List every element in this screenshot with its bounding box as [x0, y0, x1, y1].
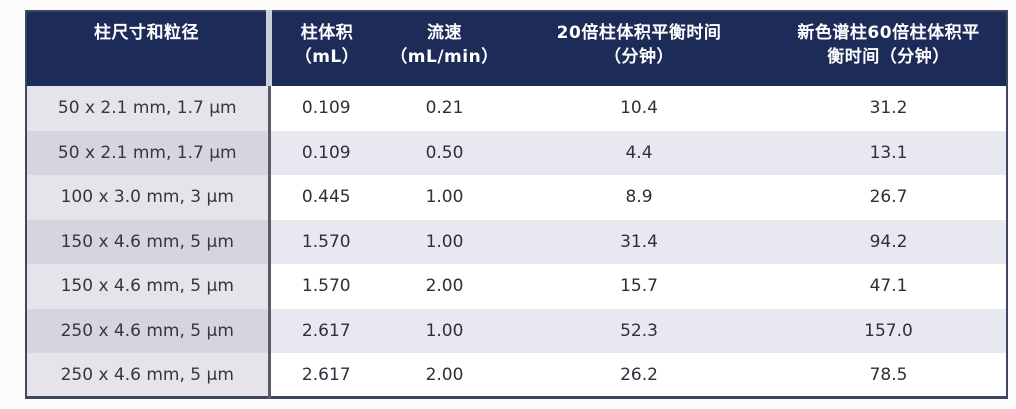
table-row: 50 x 2.1 mm, 1.7 µm 0.109 0.50 4.4 13.1 — [26, 130, 1007, 175]
cell-flow-rate: 1.00 — [382, 308, 507, 353]
cell-column-size: 150 x 4.6 mm, 5 µm — [26, 219, 271, 264]
cell-column-volume: 2.617 — [269, 308, 382, 353]
cell-flow-rate: 0.50 — [382, 130, 507, 175]
cell-column-size: 150 x 4.6 mm, 5 µm — [26, 264, 271, 309]
table-row: 150 x 4.6 mm, 5 µm 1.570 2.00 15.7 47.1 — [26, 264, 1007, 309]
cell-column-size: 250 x 4.6 mm, 5 µm — [26, 308, 271, 353]
cell-column-volume: 0.109 — [269, 86, 382, 131]
column-header-60x-equilibration-time: 新色谱柱60倍柱体积平 衡时间（分钟） — [771, 11, 1007, 86]
cell-60x-time: 94.2 — [771, 219, 1007, 264]
cell-column-size: 50 x 2.1 mm, 1.7 µm — [26, 86, 271, 131]
header-line: （分钟） — [604, 47, 674, 67]
header-line: 新色谱柱60倍柱体积平 — [797, 23, 980, 43]
table-row: 250 x 4.6 mm, 5 µm 2.617 2.00 26.2 78.5 — [26, 353, 1007, 398]
table-row: 100 x 3.0 mm, 3 µm 0.445 1.00 8.9 26.7 — [26, 175, 1007, 220]
cell-60x-time: 31.2 — [771, 86, 1007, 131]
cell-20x-time: 26.2 — [507, 353, 771, 398]
equilibration-table: 柱尺寸和粒径 柱体积 （mL） 流速 （mL/min） 20倍柱体积平衡时间 （… — [25, 10, 1008, 399]
cell-20x-time: 15.7 — [507, 264, 771, 309]
cell-20x-time: 31.4 — [507, 219, 771, 264]
cell-column-volume: 0.445 — [269, 175, 382, 220]
cell-20x-time: 52.3 — [507, 308, 771, 353]
header-line: 柱尺寸和粒径 — [94, 23, 199, 43]
header-line: （mL/min） — [390, 47, 499, 67]
cell-60x-time: 78.5 — [771, 353, 1007, 398]
header-row: 柱尺寸和粒径 柱体积 （mL） 流速 （mL/min） 20倍柱体积平衡时间 （… — [26, 11, 1007, 86]
header-line: 柱体积 — [300, 23, 354, 43]
cell-20x-time: 8.9 — [507, 175, 771, 220]
cell-column-size: 100 x 3.0 mm, 3 µm — [26, 175, 271, 220]
table-row: 150 x 4.6 mm, 5 µm 1.570 1.00 31.4 94.2 — [26, 219, 1007, 264]
cell-60x-time: 13.1 — [771, 130, 1007, 175]
header-line: （mL） — [294, 47, 360, 67]
cell-flow-rate: 0.21 — [382, 86, 507, 131]
cell-20x-time: 4.4 — [507, 130, 771, 175]
cell-column-volume: 1.570 — [269, 219, 382, 264]
cell-60x-time: 26.7 — [771, 175, 1007, 220]
equilibration-table-container: 柱尺寸和粒径 柱体积 （mL） 流速 （mL/min） 20倍柱体积平衡时间 （… — [25, 10, 1008, 399]
cell-column-size: 50 x 2.1 mm, 1.7 µm — [26, 130, 271, 175]
cell-column-volume: 1.570 — [269, 264, 382, 309]
cell-flow-rate: 1.00 — [382, 219, 507, 264]
header-line: 衡时间（分钟） — [827, 47, 950, 67]
cell-column-volume: 2.617 — [269, 353, 382, 398]
cell-flow-rate: 2.00 — [382, 353, 507, 398]
cell-flow-rate: 2.00 — [382, 264, 507, 309]
column-header-column-volume: 柱体积 （mL） — [269, 11, 382, 86]
table-row: 50 x 2.1 mm, 1.7 µm 0.109 0.21 10.4 31.2 — [26, 86, 1007, 131]
column-header-20x-equilibration-time: 20倍柱体积平衡时间 （分钟） — [507, 11, 771, 86]
header-line: 20倍柱体积平衡时间 — [556, 23, 722, 43]
column-header-column-size: 柱尺寸和粒径 — [26, 11, 272, 86]
cell-column-size: 250 x 4.6 mm, 5 µm — [26, 353, 271, 398]
cell-flow-rate: 1.00 — [382, 175, 507, 220]
cell-60x-time: 157.0 — [771, 308, 1007, 353]
cell-60x-time: 47.1 — [771, 264, 1007, 309]
column-header-flow-rate: 流速 （mL/min） — [382, 11, 507, 86]
cell-column-volume: 0.109 — [269, 130, 382, 175]
table-row: 250 x 4.6 mm, 5 µm 2.617 1.00 52.3 157.0 — [26, 308, 1007, 353]
header-line: 流速 — [427, 23, 462, 43]
cell-20x-time: 10.4 — [507, 86, 771, 131]
